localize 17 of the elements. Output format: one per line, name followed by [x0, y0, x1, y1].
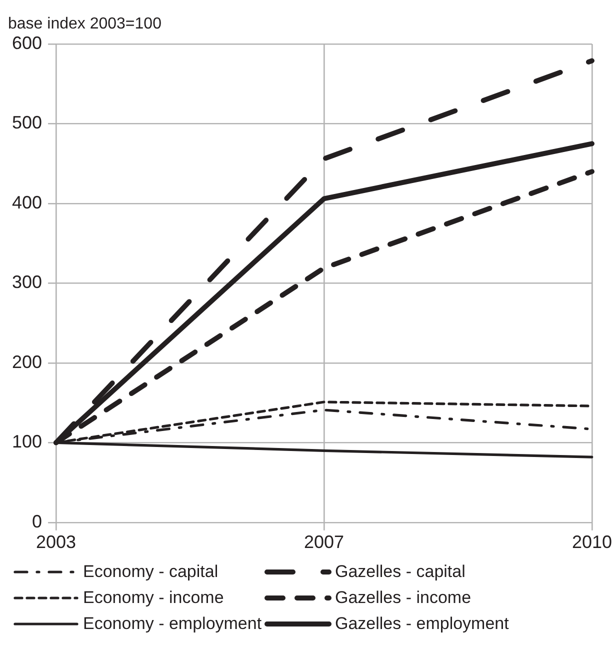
- x-tick-label: 2007: [304, 532, 344, 552]
- legend-label: Gazelles - income: [335, 588, 472, 608]
- y-axis-title: base index 2003=100: [8, 15, 162, 32]
- y-tick-label: 600: [12, 32, 42, 53]
- legend-label: Gazelles - employment: [335, 614, 509, 634]
- y-tick-label: 100: [12, 432, 42, 452]
- legend-label: Economy - income: [83, 588, 224, 608]
- legend-label: Gazelles - capital: [335, 562, 466, 582]
- x-tick-label: 2003: [36, 532, 76, 552]
- x-tick-label: 2010: [572, 532, 612, 552]
- legend-label: Economy - capital: [83, 562, 218, 582]
- y-tick-label: 500: [12, 112, 42, 133]
- y-tick-label: 200: [12, 352, 42, 372]
- y-tick-label: 0: [32, 511, 42, 532]
- y-tick-label: 400: [12, 192, 42, 212]
- legend-label: Economy - employment: [83, 614, 262, 634]
- y-tick-label: 300: [12, 272, 42, 292]
